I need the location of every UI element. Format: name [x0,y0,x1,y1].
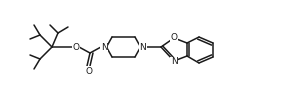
Text: N: N [101,42,107,51]
Text: O: O [72,42,79,51]
Text: O: O [171,33,178,42]
Text: O: O [86,66,93,76]
Text: N: N [140,42,146,51]
Text: N: N [171,57,178,66]
